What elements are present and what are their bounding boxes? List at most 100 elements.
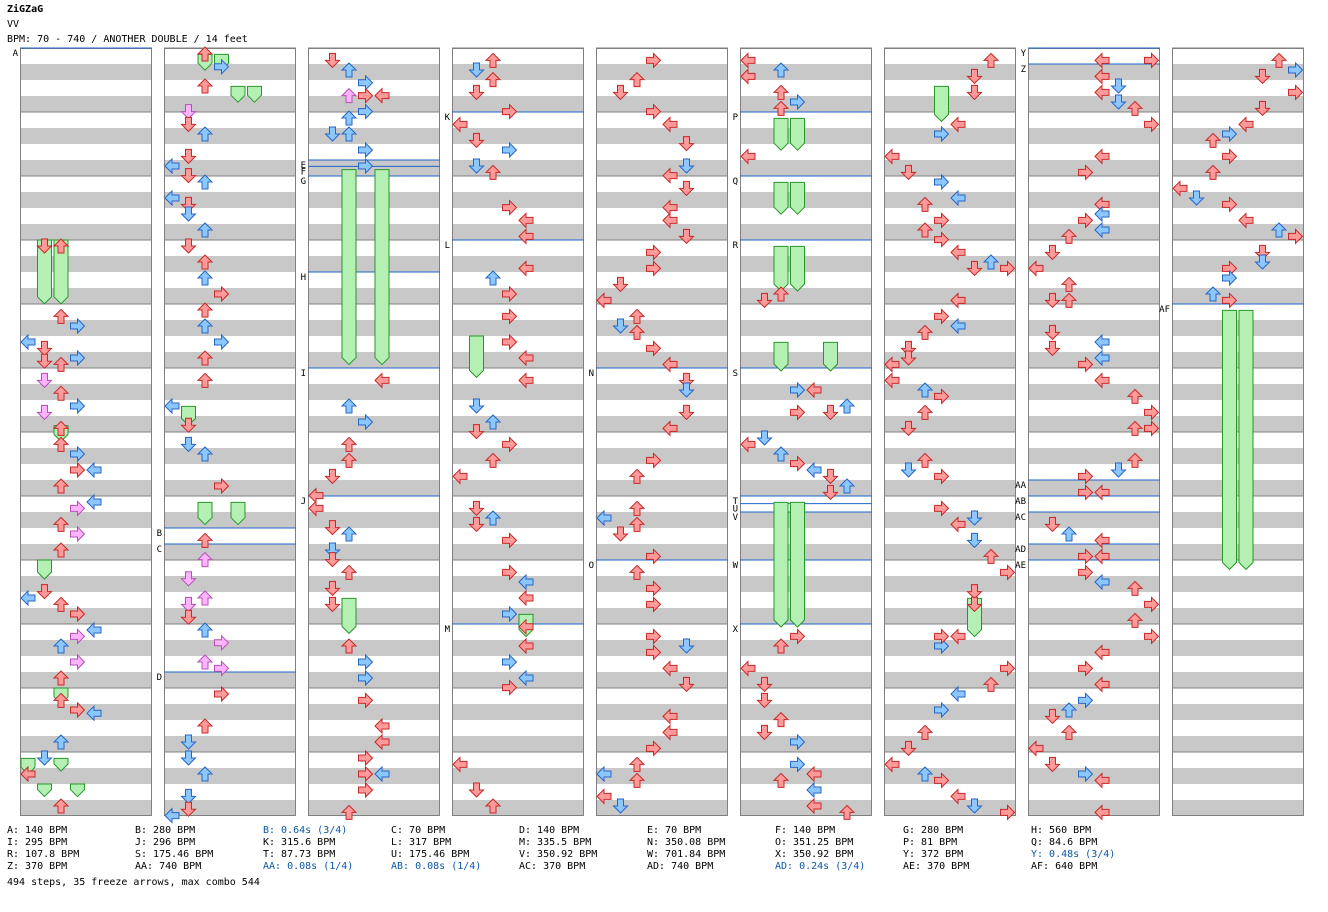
bpm-entry: Q: 84.6 BPM — [1031, 837, 1098, 848]
bpm-entry: M: 335.5 BPM — [519, 837, 592, 848]
bpm-entry: AA: 740 BPM — [135, 861, 202, 872]
step-arrow — [740, 660, 756, 677]
measure-stripe — [740, 64, 872, 80]
measure-stripe — [740, 576, 872, 592]
step-arrow — [646, 740, 662, 757]
freeze-arrow — [934, 85, 949, 123]
step-arrow — [502, 532, 518, 549]
bpm-marker-label: I — [301, 369, 306, 379]
step-arrow — [1204, 164, 1222, 180]
step-arrow — [358, 87, 374, 104]
measure-stripe — [884, 416, 1016, 432]
measure-stripe — [452, 384, 584, 400]
step-arrow — [164, 189, 180, 207]
step-arrow — [502, 679, 518, 696]
bpm-entry: J: 296 BPM — [135, 837, 196, 848]
bpm-marker-label: F — [301, 167, 306, 177]
step-arrow — [518, 349, 534, 367]
step-arrow — [966, 532, 983, 549]
step-arrow — [646, 580, 662, 597]
step-arrow — [70, 653, 86, 671]
measure-stripe — [308, 96, 440, 112]
step-arrow — [374, 372, 390, 389]
measure-stripe — [452, 160, 584, 176]
measure-stripe — [452, 192, 584, 208]
stop-entry: AD: 0.24s (3/4) — [775, 861, 866, 872]
step-arrow — [468, 516, 485, 533]
step-arrow — [772, 638, 790, 654]
step-arrow — [196, 654, 214, 670]
step-arrow — [1204, 286, 1222, 302]
step-arrow — [662, 724, 678, 741]
measure-stripe — [20, 576, 152, 592]
step-arrow — [772, 84, 790, 100]
step-arrow — [36, 372, 53, 389]
measure-stripe — [1028, 224, 1160, 240]
bpm-marker-label: H — [301, 273, 306, 283]
step-arrow — [180, 168, 197, 184]
step-arrow — [950, 685, 966, 703]
step-arrow — [1126, 100, 1144, 116]
step-arrow — [806, 381, 822, 399]
step-arrow — [340, 126, 358, 142]
measure-stripe — [164, 160, 296, 176]
step-arrow — [740, 68, 756, 85]
step-arrow — [790, 628, 806, 645]
step-arrow — [790, 455, 806, 472]
step-arrow — [1078, 548, 1094, 565]
step-arrow — [916, 222, 934, 238]
measure-stripe — [164, 640, 296, 656]
bpm-entry: R: 107.8 BPM — [7, 849, 80, 860]
measure-stripe — [20, 448, 152, 464]
step-arrow — [916, 404, 934, 420]
measure-stripe — [308, 672, 440, 688]
step-arrow — [196, 78, 214, 94]
measure-stripe — [1028, 96, 1160, 112]
step-arrow — [822, 404, 839, 421]
measure-stripe — [1028, 256, 1160, 272]
step-arrow — [966, 68, 983, 85]
step-arrow — [966, 596, 983, 613]
measure-stripe — [1028, 576, 1160, 592]
measure-stripe — [308, 768, 440, 784]
measure-stripe — [596, 160, 728, 176]
bpm-entry: D: 140 BPM — [519, 825, 580, 836]
measure-stripe — [884, 512, 1016, 528]
measure-stripe — [20, 352, 152, 368]
measure-stripe — [1172, 672, 1304, 688]
freeze-arrow — [230, 85, 246, 103]
step-arrow — [934, 231, 950, 248]
measure-stripe — [164, 768, 296, 784]
step-arrow — [884, 372, 900, 389]
measure-stripe — [164, 352, 296, 368]
measure-stripe — [596, 256, 728, 272]
measure-stripe — [1172, 800, 1304, 816]
step-arrow — [374, 733, 390, 751]
chart-column — [308, 48, 440, 816]
step-arrow — [70, 701, 86, 719]
step-arrow — [324, 596, 341, 613]
measure-stripe — [308, 608, 440, 624]
step-arrow — [484, 510, 502, 526]
bpm-marker-label: AD — [1015, 545, 1026, 555]
freeze-arrow — [790, 117, 805, 151]
measure-stripe — [308, 512, 440, 528]
bpm-marker-label: AC — [1015, 513, 1026, 523]
bpm-entry: AC: 370 BPM — [519, 861, 586, 872]
bpm-entry: P: 81 BPM — [903, 837, 958, 848]
step-arrow — [358, 141, 374, 159]
chart-column — [452, 48, 584, 816]
bpm-marker-label: K — [445, 113, 451, 123]
measure-stripe — [884, 768, 1016, 784]
step-arrow — [1094, 484, 1110, 501]
freeze-arrow — [790, 181, 805, 215]
measure-stripe — [740, 704, 872, 720]
step-arrow — [324, 52, 341, 69]
stop-entry: AA: 0.08s (1/4) — [263, 861, 354, 872]
step-arrow — [340, 526, 358, 542]
step-arrow — [196, 766, 214, 782]
measure-stripe — [596, 544, 728, 560]
bpm-entry: V: 350.92 BPM — [519, 849, 598, 860]
measure-stripe — [1028, 384, 1160, 400]
measure-stripe — [164, 576, 296, 592]
